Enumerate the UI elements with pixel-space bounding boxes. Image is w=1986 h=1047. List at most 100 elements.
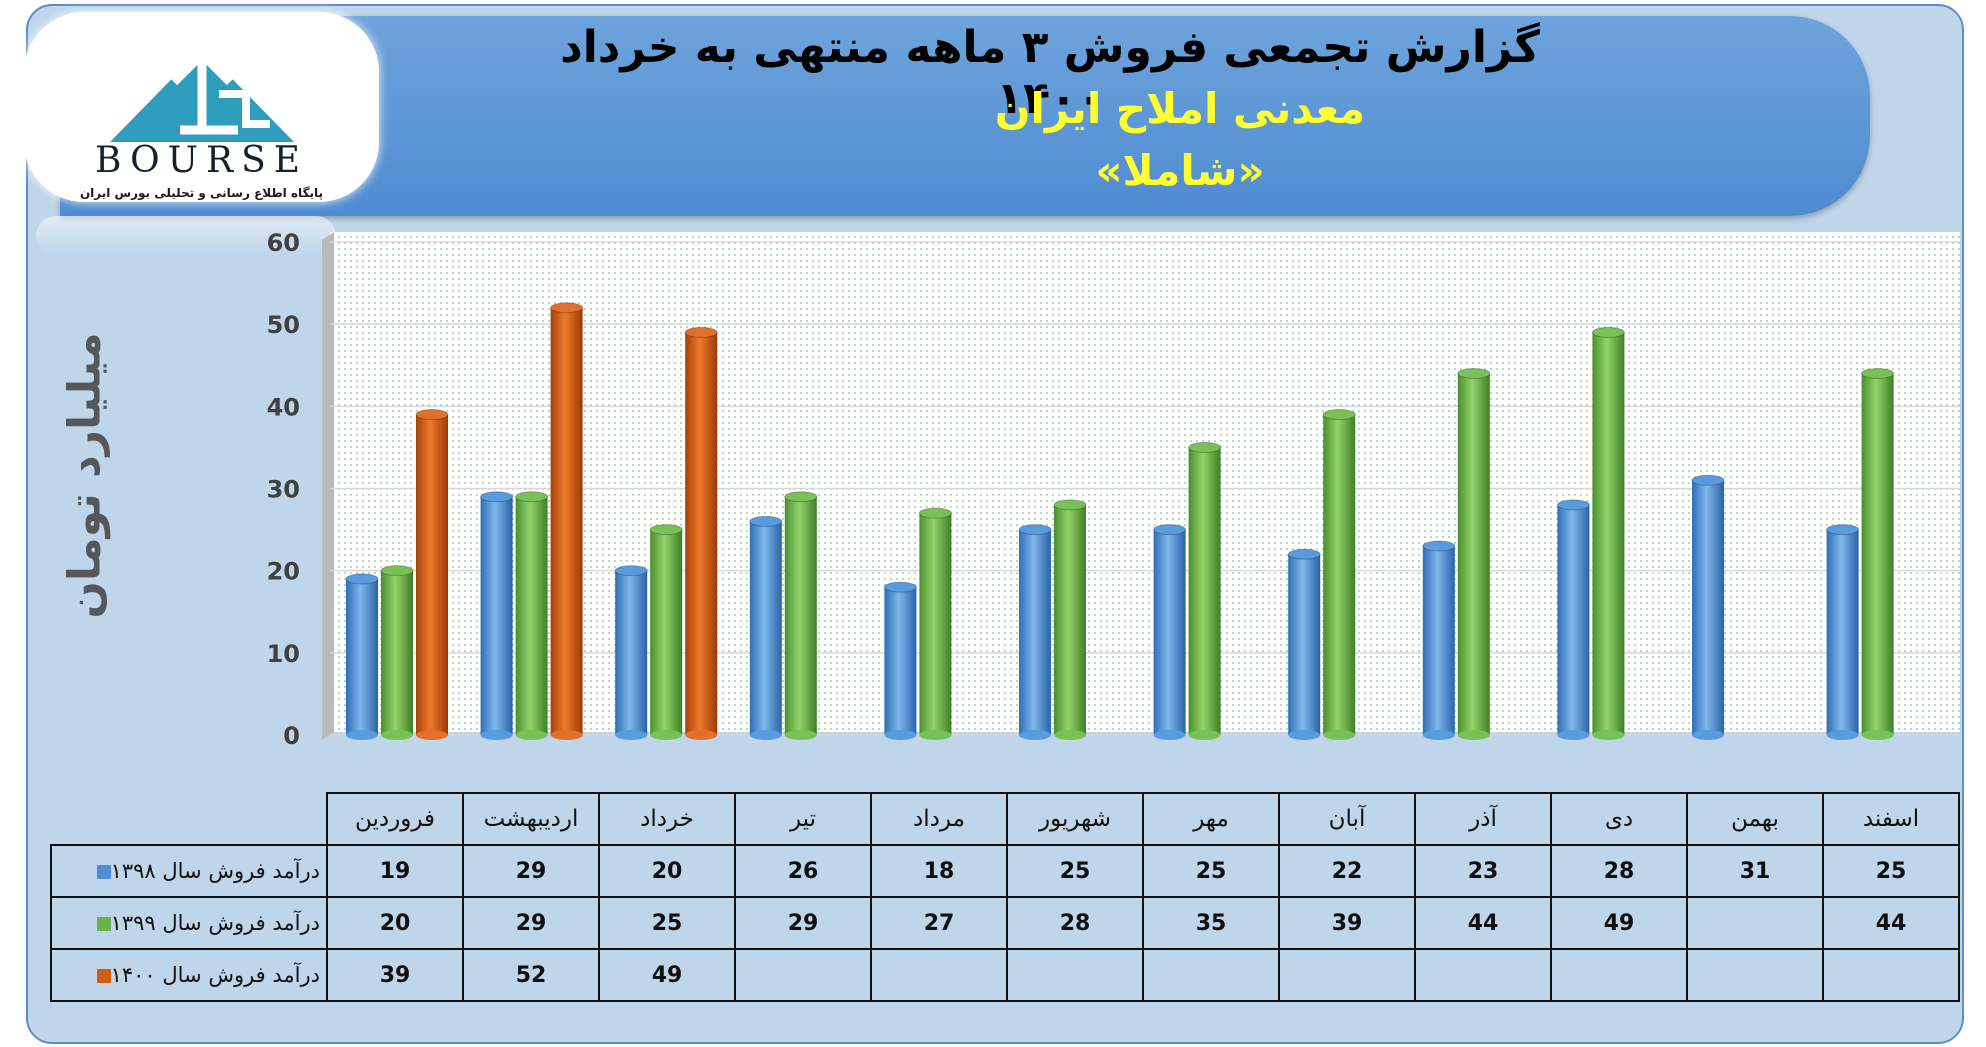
y-tick-label: 20 xyxy=(267,558,300,586)
table-row: درآمد فروش سال ۱۳۹۸ 19 29 20 26 18 25 25 22 23 28 3… xyxy=(50,844,1960,898)
bar-1-6 xyxy=(1018,524,1052,740)
logo-tagline: پایگاه اطلاع رسانی و تحلیلی بورس ایران xyxy=(79,186,324,200)
data-label xyxy=(1142,948,1280,1002)
y-tick-label: 0 xyxy=(283,722,300,750)
legend-label: درآمد فروش سال ۱۳۹۸ xyxy=(110,859,320,883)
data-table: فروردین اردیبهشت خرداد تیر مرداد شهریور مهر آبا… xyxy=(50,792,1960,1002)
bar-1-1 xyxy=(345,573,379,740)
bar-2-3 xyxy=(649,524,683,740)
logo-wordmark: BOURSE xyxy=(94,140,309,181)
bar-1-3 xyxy=(614,565,648,740)
data-label: 35 xyxy=(1142,896,1280,950)
bar-1-10 xyxy=(1556,499,1590,740)
x-tick-label: فروردین xyxy=(326,792,464,846)
data-label: 22 xyxy=(1278,844,1416,898)
legend-swatch xyxy=(96,917,111,931)
data-label: 27 xyxy=(870,896,1008,950)
x-tick-label: دی xyxy=(1550,792,1688,846)
bar-3-3 xyxy=(684,326,718,740)
bar-1-7 xyxy=(1153,524,1187,740)
legend-swatch xyxy=(96,865,111,879)
data-label: 31 xyxy=(1686,844,1824,898)
data-label xyxy=(1822,948,1960,1002)
logo-reflection xyxy=(36,216,336,256)
data-label: 20 xyxy=(326,896,464,950)
data-label xyxy=(1686,896,1824,950)
bourse-logo: BOURSE پایگاه اطلاع رسانی و تحلیلی بورس … xyxy=(24,12,379,202)
data-label: 44 xyxy=(1414,896,1552,950)
table-header-row: فروردین اردیبهشت خرداد تیر مرداد شهریور مهر آبا… xyxy=(51,792,1960,846)
bar-1-12 xyxy=(1826,524,1860,740)
data-label: 49 xyxy=(598,948,736,1002)
data-label: 23 xyxy=(1414,844,1552,898)
bar-1-9 xyxy=(1422,540,1456,740)
table-corner xyxy=(51,793,327,845)
data-label: 25 xyxy=(598,896,736,950)
bar-1-11 xyxy=(1691,474,1725,740)
legend-entry: درآمد فروش سال ۱۴۰۰ xyxy=(50,948,328,1002)
y-tick-label: 60 xyxy=(267,229,300,257)
data-label xyxy=(1414,948,1552,1002)
bar-2-6 xyxy=(1053,499,1087,740)
data-label: 26 xyxy=(734,844,872,898)
data-label xyxy=(734,948,872,1002)
data-label: 18 xyxy=(870,844,1008,898)
y-tick-label: 30 xyxy=(267,476,300,504)
x-tick-label: مرداد xyxy=(870,792,1008,846)
x-tick-label: تیر xyxy=(734,792,872,846)
table-row: درآمد فروش سال ۱۴۰۰ 39 52 49 xyxy=(50,948,1960,1002)
x-tick-label: اردیبهشت xyxy=(462,792,600,846)
data-label xyxy=(870,948,1008,1002)
data-label xyxy=(1006,948,1144,1002)
y-tick-label: 50 xyxy=(267,311,300,339)
data-label: 52 xyxy=(462,948,600,1002)
bar-1-4 xyxy=(749,515,783,740)
data-label: 25 xyxy=(1006,844,1144,898)
bar-2-9 xyxy=(1457,367,1491,740)
x-tick-label: اسفند xyxy=(1822,792,1960,846)
logo-triangle-icon xyxy=(110,47,294,142)
data-label: 28 xyxy=(1550,844,1688,898)
bar-2-1 xyxy=(380,565,414,740)
bar-3-2 xyxy=(550,302,584,740)
data-label: 29 xyxy=(462,896,600,950)
bar-2-8 xyxy=(1322,409,1356,740)
x-tick-label: بهمن xyxy=(1686,792,1824,846)
bar-2-5 xyxy=(918,507,952,740)
company-name: معدنی املاح ایران xyxy=(994,84,1366,133)
data-label: 29 xyxy=(462,844,600,898)
plot-side-wall xyxy=(322,232,334,740)
bar-1-2 xyxy=(480,491,514,740)
legend-swatch xyxy=(96,969,111,983)
table-row: درآمد فروش سال ۱۳۹۹ 20 29 25 29 27 28 35 39 44 49 4… xyxy=(50,896,1960,950)
bar-3-1 xyxy=(415,409,449,740)
data-label xyxy=(1550,948,1688,1002)
x-tick-label: آبان xyxy=(1278,792,1416,846)
data-label: 29 xyxy=(734,896,872,950)
bar-1-5 xyxy=(883,581,917,740)
chart-title: گزارش تجمعی فروش ۳ ماهه منتهی به خرداد ۱… xyxy=(560,22,1540,124)
data-label: 39 xyxy=(1278,896,1416,950)
data-label: 28 xyxy=(1006,896,1144,950)
legend-entry: درآمد فروش سال ۱۳۹۹ xyxy=(50,896,328,950)
data-label: 25 xyxy=(1822,844,1960,898)
y-tick-label: 10 xyxy=(267,640,300,668)
bar-2-7 xyxy=(1188,441,1222,740)
legend-entry: درآمد فروش سال ۱۳۹۸ xyxy=(50,844,328,898)
bar-2-4 xyxy=(784,491,818,740)
legend-label: درآمد فروش سال ۱۴۰۰ xyxy=(110,963,320,987)
x-tick-label: مهر xyxy=(1142,792,1280,846)
data-label: 20 xyxy=(598,844,736,898)
data-label: 19 xyxy=(326,844,464,898)
bar-2-2 xyxy=(515,491,549,740)
x-tick-label: خرداد xyxy=(598,792,736,846)
plot-area xyxy=(330,232,1960,732)
data-label xyxy=(1278,948,1416,1002)
data-label: 44 xyxy=(1822,896,1960,950)
y-tick-label: 40 xyxy=(267,393,300,421)
x-tick-label: شهریور xyxy=(1006,792,1144,846)
bar-2-10 xyxy=(1591,326,1625,740)
x-tick-label: آذر xyxy=(1414,792,1552,846)
data-label: 39 xyxy=(326,948,464,1002)
